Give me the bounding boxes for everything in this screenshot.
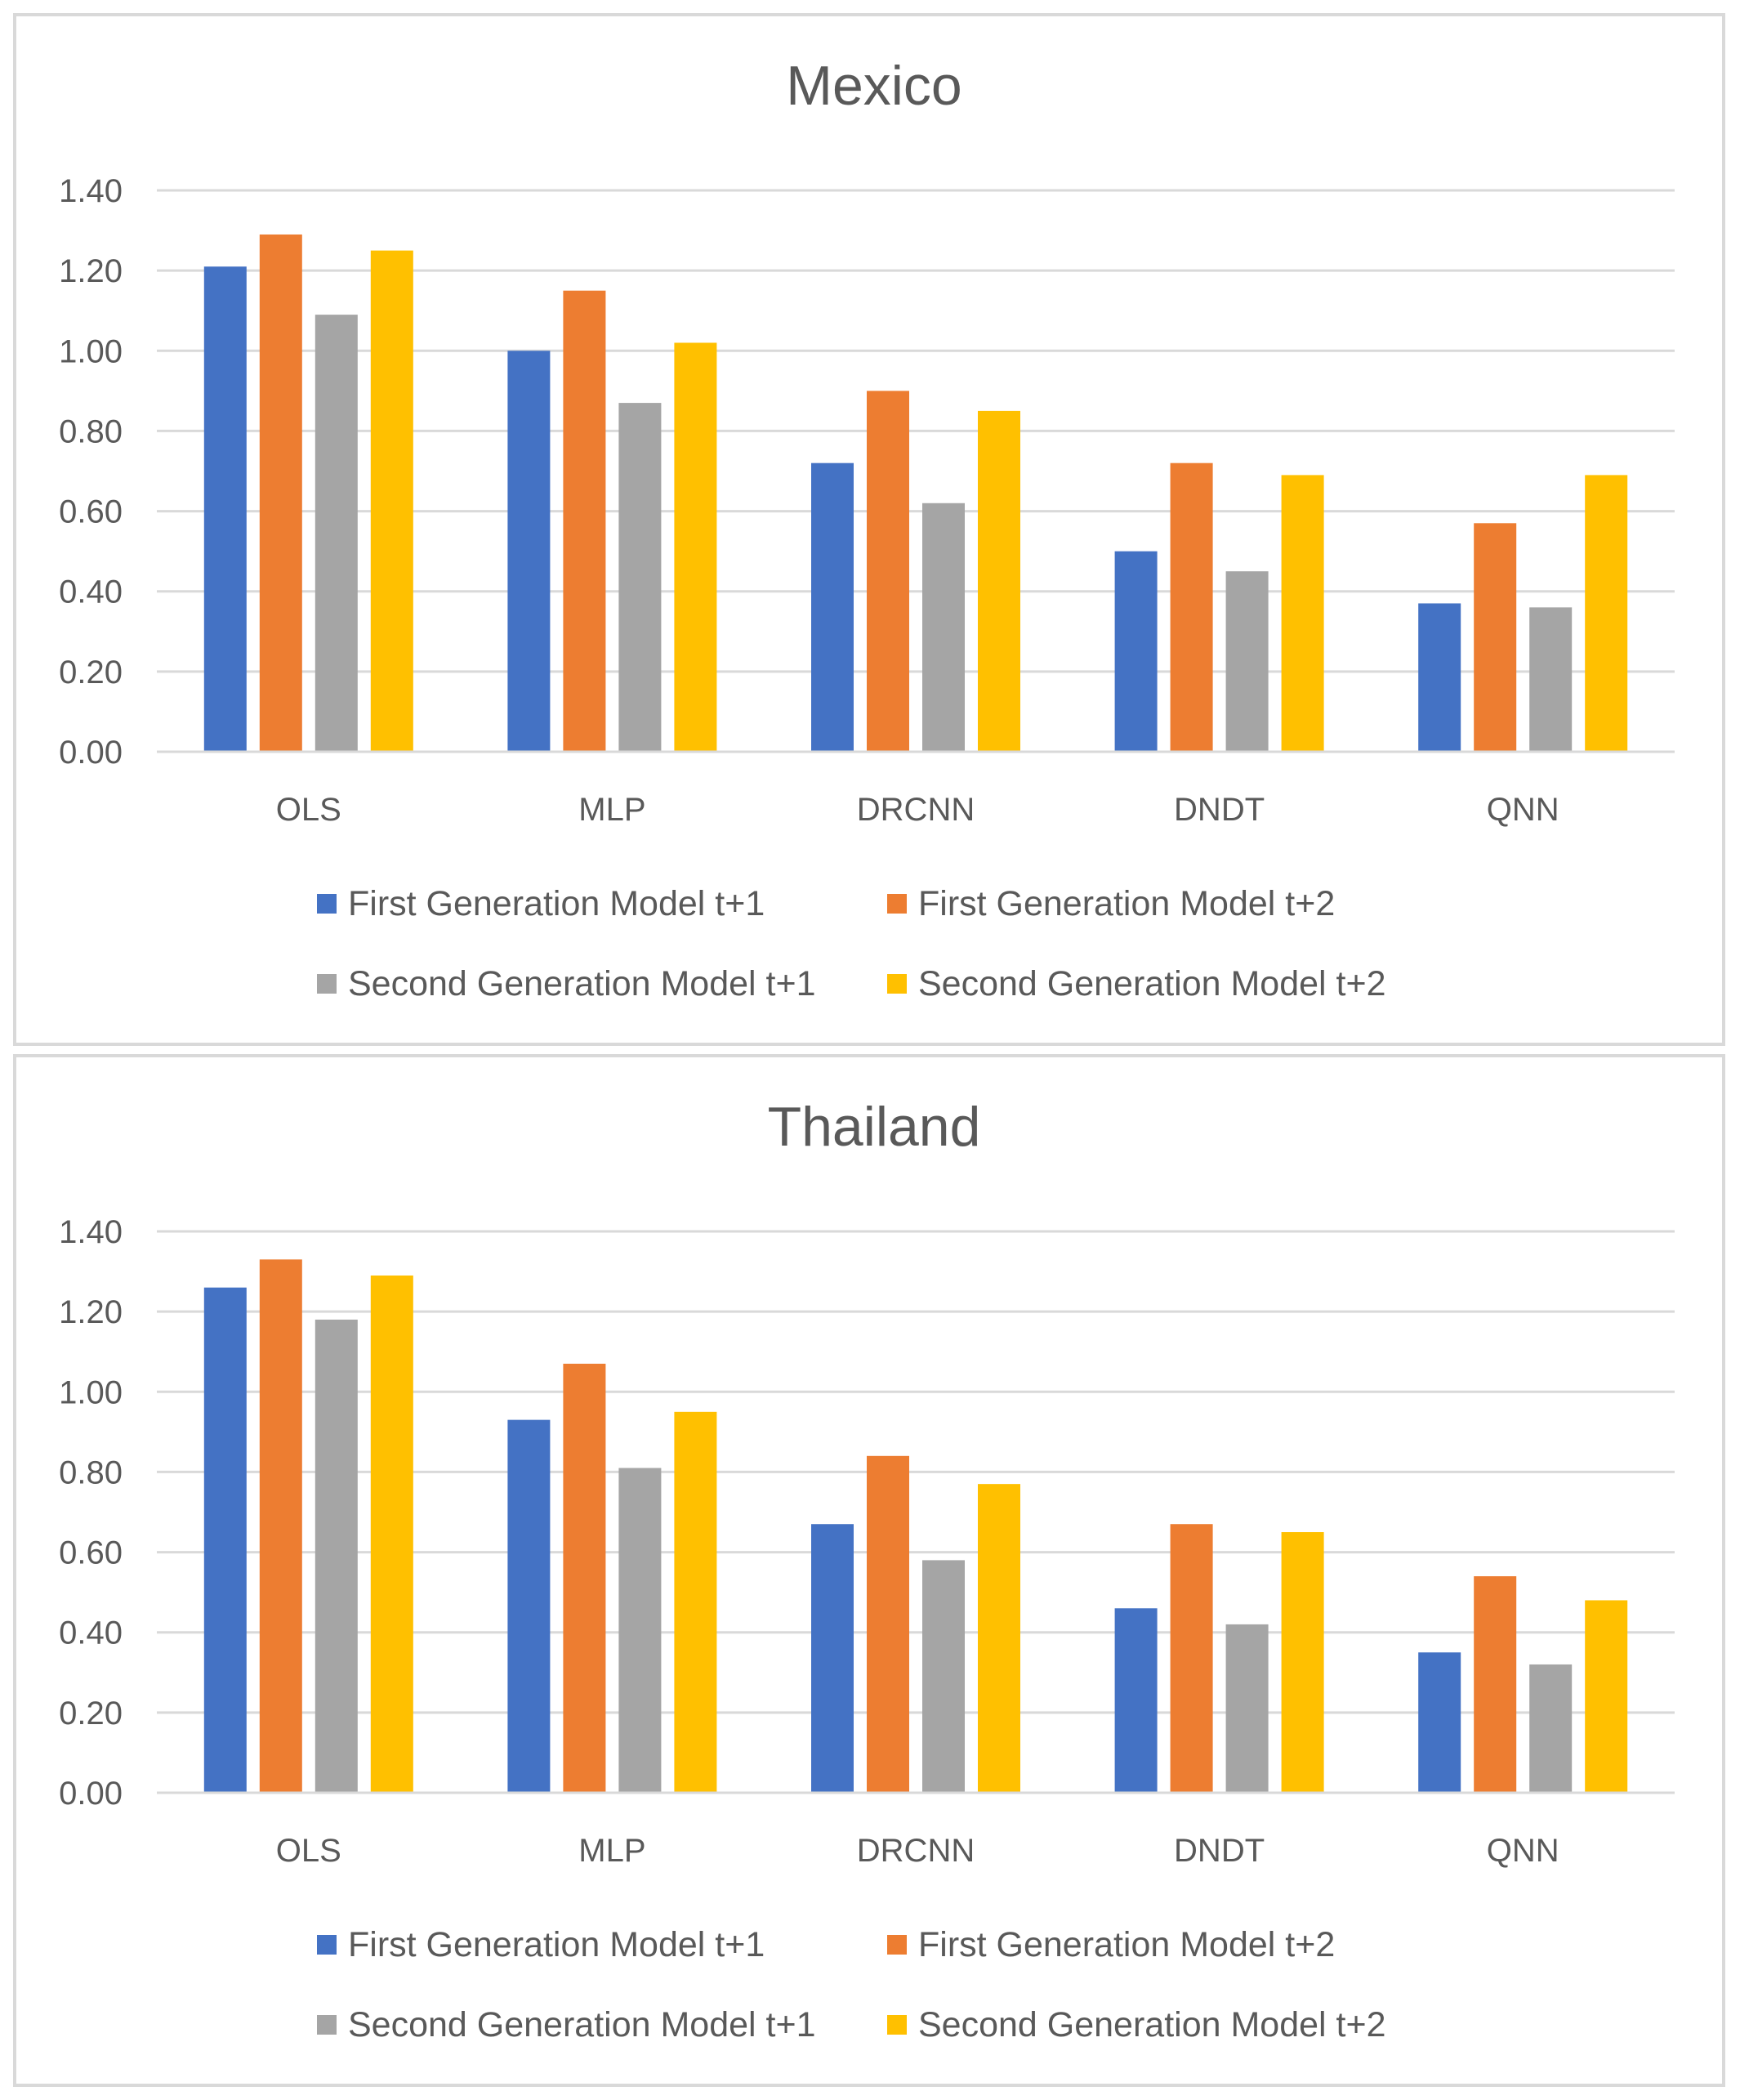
legend-swatch <box>317 894 337 914</box>
legend-label: Second Generation Model t+2 <box>918 2005 1386 2044</box>
y-tick-label: 1.00 <box>59 1374 123 1410</box>
bar-chart-mexico: Mexico 0.00 0.20 0.40 0.60 0.80 1.00 1.20 1.40 OL… <box>59 55 1675 1003</box>
y-tick-label: 0.60 <box>59 494 123 530</box>
bar-ols-first-generation-model-t-1 <box>203 1287 247 1793</box>
x-tick-label-dndt: DNDT <box>1174 792 1265 828</box>
y-tick-label: 1.20 <box>59 253 123 289</box>
bar-chart-thailand: Thailand 0.00 0.20 0.40 0.60 0.80 1.00 1.20 1.40… <box>59 1096 1675 2044</box>
bar-ols-first-generation-model-t-2 <box>259 234 302 752</box>
y-tick-label: 1.40 <box>59 173 123 209</box>
bar-qnn-second-generation-model-t-1 <box>1529 1664 1573 1793</box>
legend-item-second-generation-model-t-2: Second Generation Model t+2 <box>887 2005 1386 2044</box>
x-tick-label-qnn: QNN <box>1487 1833 1559 1869</box>
bar-dndt-second-generation-model-t-1 <box>1225 1624 1269 1793</box>
legend-swatch <box>317 974 337 994</box>
y-tick-label: 0.40 <box>59 574 123 610</box>
bar-dndt-first-generation-model-t-2 <box>1170 1524 1213 1793</box>
legend-swatch <box>887 894 907 914</box>
bar-mlp-second-generation-model-t-2 <box>674 1411 717 1793</box>
y-tick-label: 0.40 <box>59 1615 123 1651</box>
legend-label: First Generation Model t+2 <box>918 1925 1335 1964</box>
legend-item-first-generation-model-t-2: First Generation Model t+2 <box>887 1925 1335 1964</box>
bar-dndt-first-generation-model-t-1 <box>1114 551 1158 752</box>
x-tick-label-ols: OLS <box>276 1833 341 1869</box>
bar-dndt-second-generation-model-t-1 <box>1225 571 1269 752</box>
legend-label: First Generation Model t+1 <box>348 884 765 923</box>
legend-item-second-generation-model-t-1: Second Generation Model t+1 <box>317 2005 816 2044</box>
bar-drcnn-second-generation-model-t-1 <box>922 1560 965 1793</box>
legend: First Generation Model t+1 First Generati… <box>317 1925 1386 2044</box>
y-tick-label: 0.60 <box>59 1535 123 1571</box>
x-tick-label-qnn: QNN <box>1487 792 1559 828</box>
legend-swatch <box>887 2015 907 2035</box>
y-tick-label: 0.80 <box>59 413 123 449</box>
legend-item-first-generation-model-t-1: First Generation Model t+1 <box>317 1925 765 1964</box>
bar-drcnn-first-generation-model-t-1 <box>811 462 854 752</box>
x-tick-label-dndt: DNDT <box>1174 1833 1265 1869</box>
bar-qnn-first-generation-model-t-1 <box>1418 603 1461 752</box>
bar-mlp-first-generation-model-t-1 <box>507 351 551 752</box>
bar-dndt-second-generation-model-t-2 <box>1281 1532 1324 1793</box>
legend-item-second-generation-model-t-1: Second Generation Model t+1 <box>317 964 816 1003</box>
y-tick-label: 0.00 <box>59 1776 123 1812</box>
legend-swatch <box>317 1935 337 1955</box>
x-tick-label-ols: OLS <box>276 792 341 828</box>
bar-ols-second-generation-model-t-2 <box>370 250 413 752</box>
x-tick-label-drcnn: DRCNN <box>857 792 975 828</box>
y-tick-label: 0.20 <box>59 1696 123 1731</box>
legend-swatch <box>887 1935 907 1955</box>
bar-dndt-first-generation-model-t-2 <box>1170 462 1213 752</box>
bar-drcnn-first-generation-model-t-1 <box>811 1524 854 1793</box>
x-tick-label-mlp: MLP <box>578 792 645 828</box>
bar-dndt-first-generation-model-t-1 <box>1114 1608 1158 1793</box>
bar-ols-first-generation-model-t-1 <box>203 266 247 752</box>
bar-ols-first-generation-model-t-2 <box>259 1259 302 1793</box>
legend-label: Second Generation Model t+1 <box>348 2005 816 2044</box>
chart-title: Mexico <box>786 55 961 117</box>
x-tick-label-mlp: MLP <box>578 1833 645 1869</box>
bar-mlp-second-generation-model-t-2 <box>674 342 717 752</box>
legend-label: Second Generation Model t+2 <box>918 964 1386 1003</box>
bar-drcnn-second-generation-model-t-2 <box>978 410 1020 752</box>
bar-ols-second-generation-model-t-1 <box>315 315 358 752</box>
bar-ols-second-generation-model-t-2 <box>370 1275 413 1793</box>
legend-label: First Generation Model t+1 <box>348 1925 765 1964</box>
bar-mlp-first-generation-model-t-2 <box>563 290 606 752</box>
legend-label: First Generation Model t+2 <box>918 884 1335 923</box>
bar-mlp-second-generation-model-t-1 <box>618 403 662 752</box>
bar-qnn-second-generation-model-t-2 <box>1585 1600 1628 1793</box>
chart-panel-mexico: Mexico 0.00 0.20 0.40 0.60 0.80 1.00 1.20 1.40 OL… <box>13 13 1725 1046</box>
bar-drcnn-first-generation-model-t-2 <box>867 1455 909 1793</box>
y-tick-label: 1.20 <box>59 1294 123 1330</box>
y-tick-label: 0.20 <box>59 655 123 690</box>
bar-drcnn-first-generation-model-t-2 <box>867 391 909 752</box>
legend: First Generation Model t+1 First Generati… <box>317 884 1386 1003</box>
bar-mlp-first-generation-model-t-2 <box>563 1363 606 1793</box>
chart-title: Thailand <box>768 1096 981 1158</box>
legend-item-first-generation-model-t-2: First Generation Model t+2 <box>887 884 1335 923</box>
y-tick-label: 1.40 <box>59 1214 123 1250</box>
bar-qnn-first-generation-model-t-2 <box>1474 1576 1517 1793</box>
y-tick-label: 0.80 <box>59 1454 123 1490</box>
y-tick-label: 0.00 <box>59 735 123 771</box>
bar-qnn-second-generation-model-t-1 <box>1529 607 1573 752</box>
x-tick-label-drcnn: DRCNN <box>857 1833 975 1869</box>
legend-swatch <box>887 974 907 994</box>
bar-drcnn-second-generation-model-t-2 <box>978 1484 1020 1793</box>
bar-qnn-first-generation-model-t-2 <box>1474 523 1517 752</box>
legend-item-first-generation-model-t-1: First Generation Model t+1 <box>317 884 765 923</box>
bar-ols-second-generation-model-t-1 <box>315 1319 358 1793</box>
legend-label: Second Generation Model t+1 <box>348 964 816 1003</box>
bar-mlp-second-generation-model-t-1 <box>618 1468 662 1793</box>
bar-drcnn-second-generation-model-t-1 <box>922 503 965 752</box>
bar-dndt-second-generation-model-t-2 <box>1281 475 1324 752</box>
chart-panel-thailand: Thailand 0.00 0.20 0.40 0.60 0.80 1.00 1.20 1.40… <box>13 1054 1725 2087</box>
y-tick-label: 1.00 <box>59 333 123 369</box>
legend-swatch <box>317 2015 337 2035</box>
bar-mlp-first-generation-model-t-1 <box>507 1419 551 1793</box>
bar-qnn-first-generation-model-t-1 <box>1418 1652 1461 1793</box>
legend-item-second-generation-model-t-2: Second Generation Model t+2 <box>887 964 1386 1003</box>
bar-qnn-second-generation-model-t-2 <box>1585 475 1628 752</box>
